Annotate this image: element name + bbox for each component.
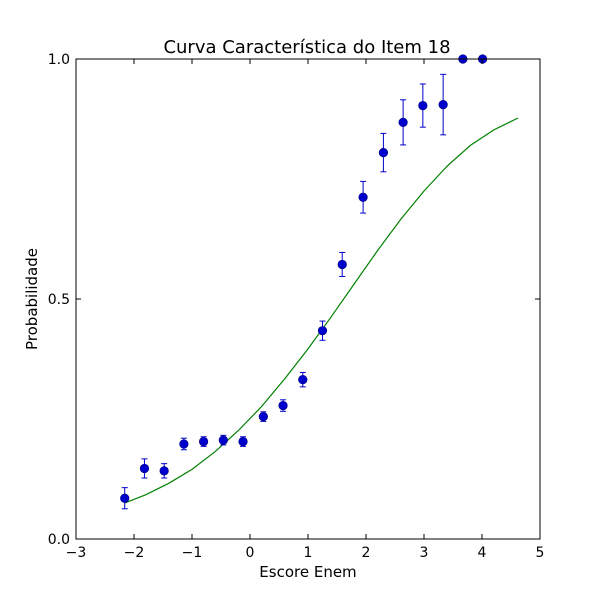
data-point <box>159 466 169 476</box>
data-point <box>337 259 347 270</box>
x-tick-label: 3 <box>420 545 429 561</box>
x-tick-label: 5 <box>536 545 545 561</box>
y-axis-label: Probabilidade <box>23 248 41 350</box>
data-point <box>120 493 130 503</box>
x-tick-label: 0 <box>246 545 255 561</box>
data-point <box>398 117 408 127</box>
x-tick-label: 1 <box>304 545 313 561</box>
x-tick-label: −3 <box>66 545 87 561</box>
data-point <box>139 463 150 474</box>
y-tick-label: 0.0 <box>48 532 70 548</box>
plot-content <box>120 54 519 510</box>
x-tick-label: 4 <box>478 545 487 561</box>
data-point <box>317 326 328 336</box>
y-tick-label: 0.5 <box>48 292 70 308</box>
data-point <box>218 435 228 445</box>
data-point <box>358 192 368 202</box>
data-point <box>418 100 428 111</box>
data-point <box>278 400 288 411</box>
y-axis: 0.0 0.5 1.0 <box>48 52 540 548</box>
chart-title: Curva Característica do Item 18 <box>163 37 450 58</box>
data-point <box>179 439 189 449</box>
data-point <box>438 99 448 110</box>
data-point <box>258 412 268 422</box>
data-point <box>298 375 308 385</box>
y-tick-label: 1.0 <box>48 52 70 68</box>
data-point <box>378 148 389 158</box>
data-point <box>238 436 248 447</box>
x-tick-label: −1 <box>182 545 203 561</box>
x-tick-label: 2 <box>362 545 371 561</box>
data-point <box>199 436 209 447</box>
x-tick-label: −2 <box>124 545 145 561</box>
x-axis: −3 −2 −1 0 1 2 3 4 5 <box>66 59 545 561</box>
x-axis-label: Escore Enem <box>259 563 356 581</box>
